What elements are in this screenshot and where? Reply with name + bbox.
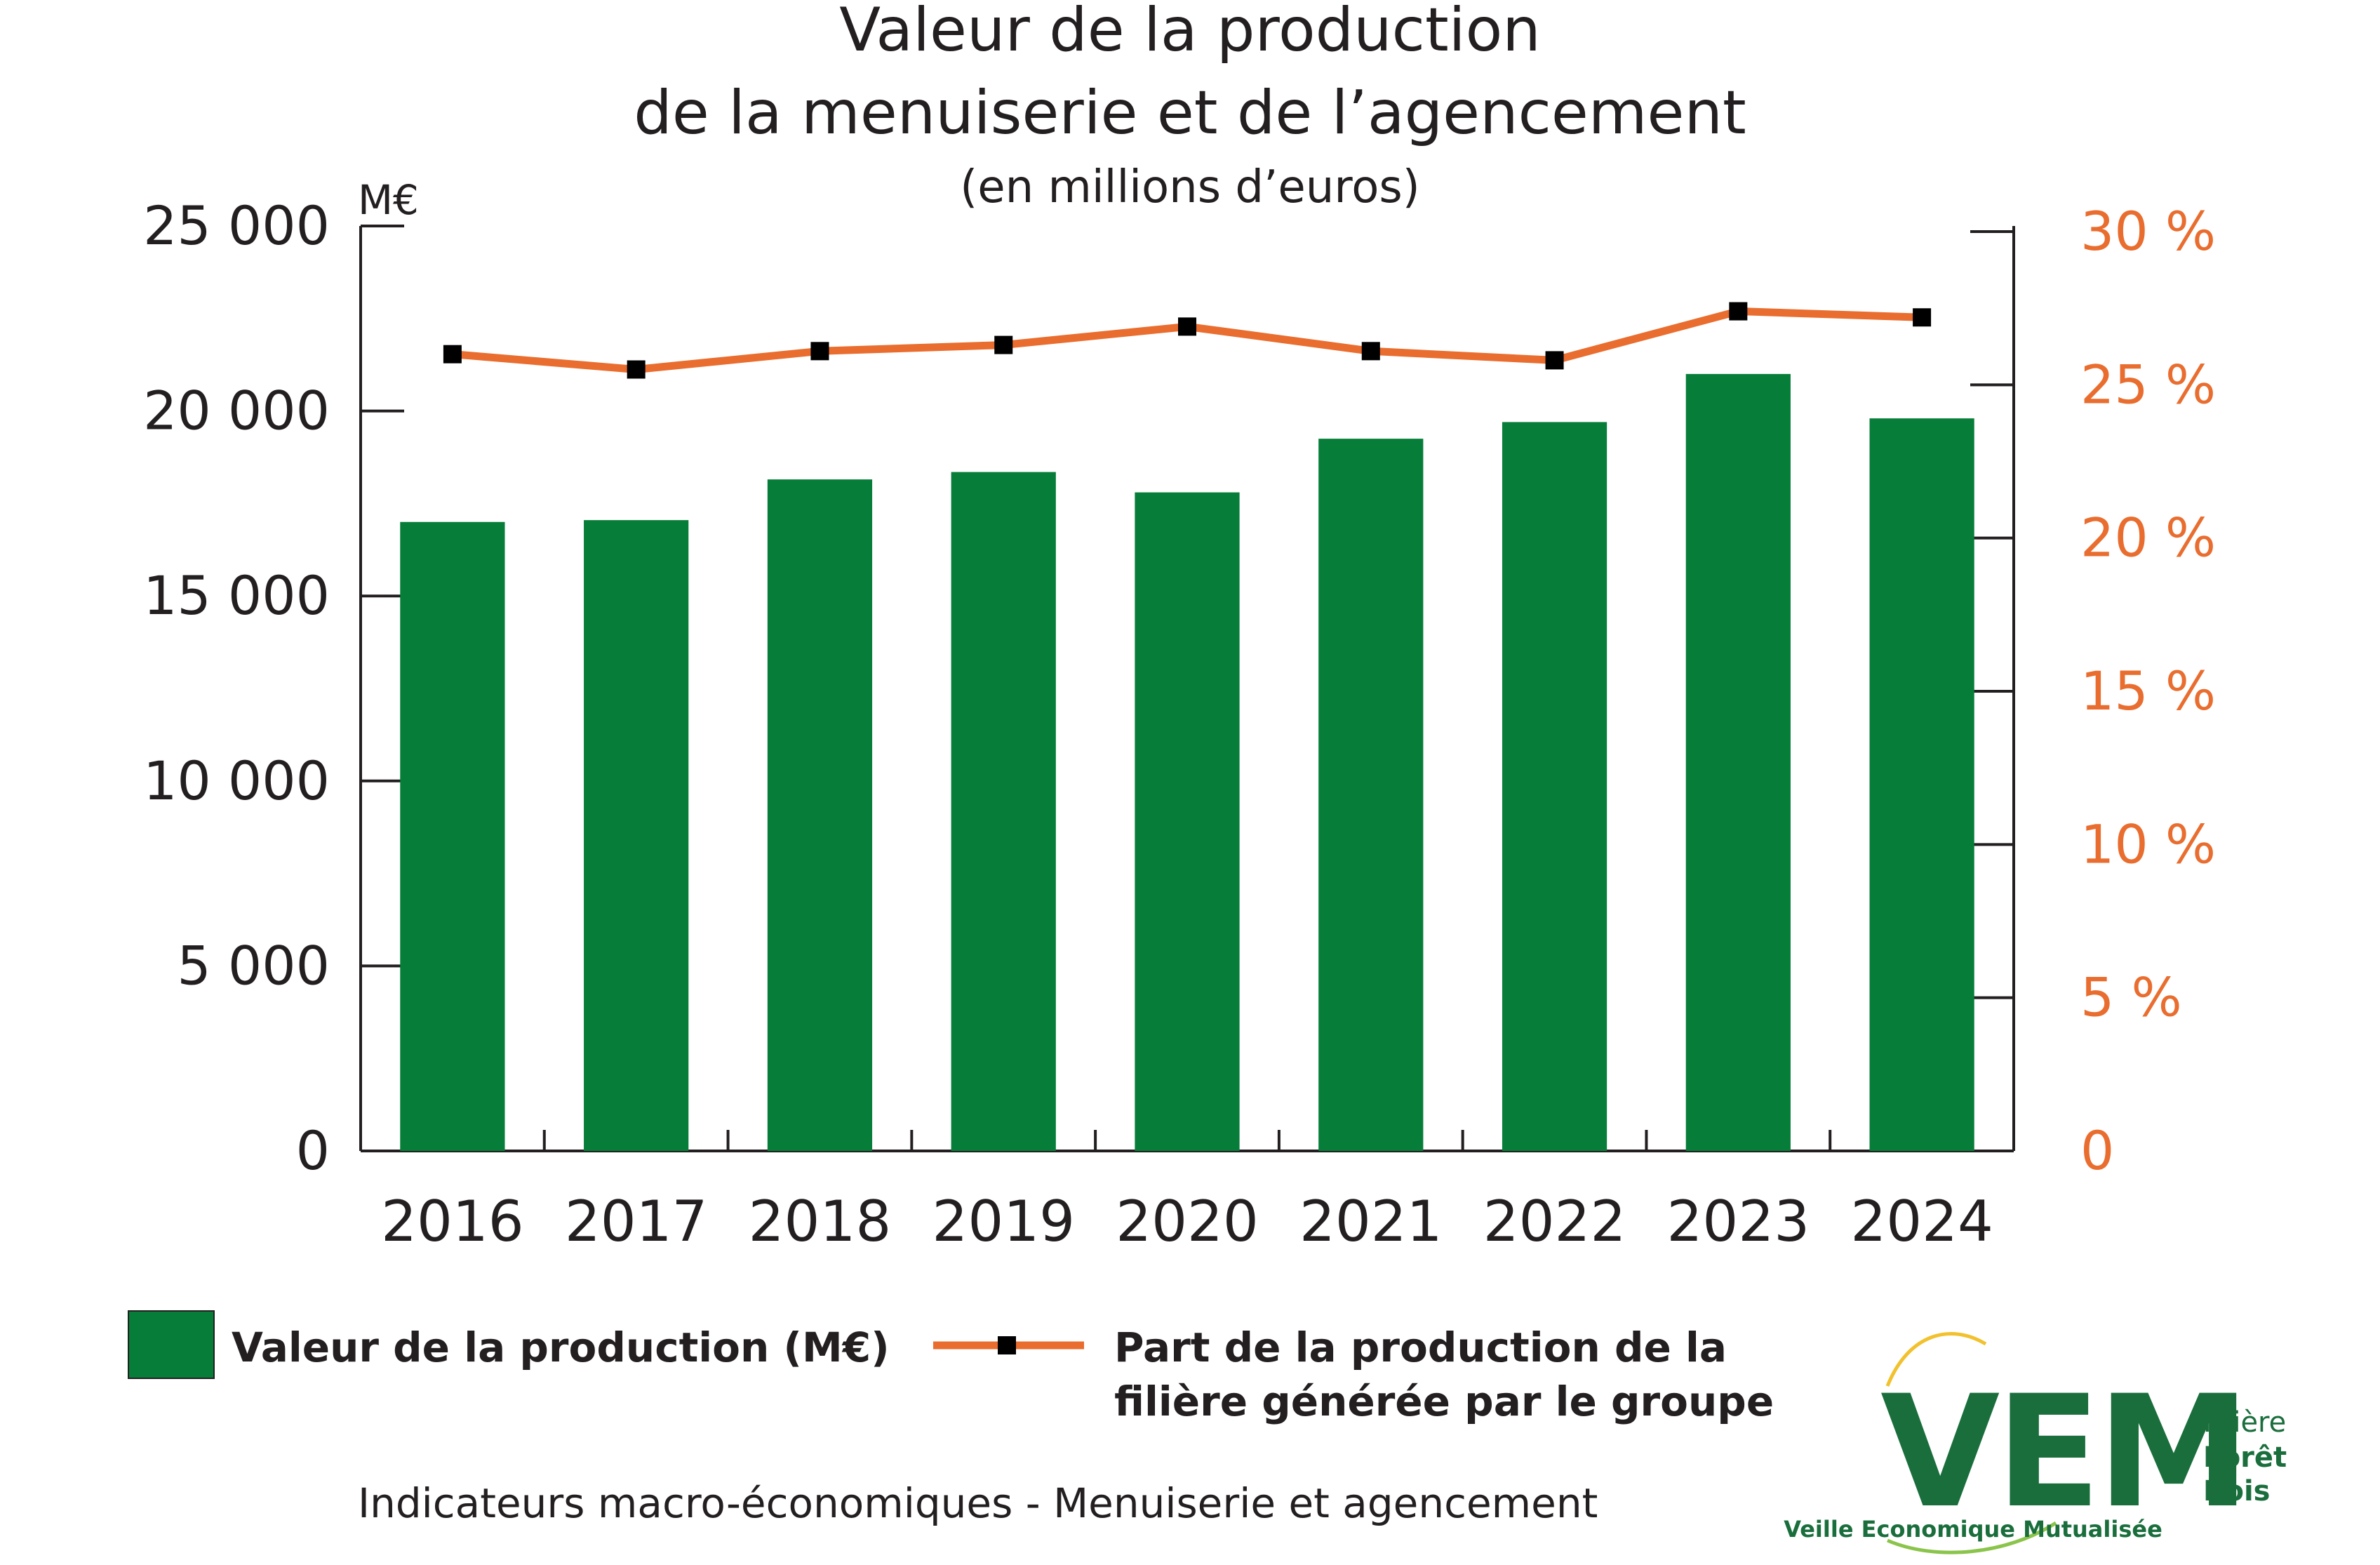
- x-tick-label-2017: 2017: [565, 1189, 708, 1254]
- legend-bar-label: Valeur de la production (M€): [232, 1324, 890, 1371]
- y-left-ticks: 0 5 000 10 000 15 000 20 000 25 000: [143, 194, 404, 1182]
- y-left-unit: M€: [358, 176, 419, 224]
- vem-logo: VEM Filière Forêt Bois Veille Economique…: [1784, 1332, 2287, 1554]
- logo-letters: VEM: [1880, 1362, 2246, 1542]
- x-tick-label-2020: 2020: [1116, 1189, 1259, 1254]
- line-point-2022: [1545, 351, 1564, 370]
- bar-2020: [1135, 492, 1240, 1151]
- legend-line-marker: [998, 1336, 1016, 1354]
- legend-line-label: Part de la production de la filière génér…: [1114, 1324, 1774, 1425]
- logo-arc-gold: [1885, 1332, 1987, 1387]
- legend: Valeur de la production (M€) Part de la …: [128, 1310, 1774, 1425]
- chart-title-line2: de la menuiserie et de l’agencement: [634, 78, 1746, 148]
- line-point-2019: [994, 335, 1013, 354]
- line-series: [443, 302, 1932, 379]
- y-left-tick-label: 0: [296, 1119, 330, 1182]
- x-tick-label-2023: 2023: [1667, 1189, 1810, 1254]
- bar-2018: [767, 479, 873, 1151]
- line-point-2021: [1361, 342, 1380, 361]
- y-right-ticks: 0 5 % 10 % 15 % 20 % 25 % 30 %: [1970, 200, 2216, 1182]
- bar-2019: [951, 472, 1056, 1151]
- logo-tagline: Veille Economique Mutualisée: [1784, 1516, 2162, 1543]
- line-point-2016: [443, 345, 462, 364]
- y-right-tick-label: 10 %: [2080, 813, 2216, 875]
- line-point-2020: [1178, 317, 1196, 336]
- y-left-tick-label: 15 000: [143, 564, 330, 627]
- x-tick-label-2022: 2022: [1483, 1189, 1626, 1254]
- chart-title-line1: Valeur de la production: [839, 0, 1540, 65]
- bar-2022: [1502, 422, 1607, 1151]
- y-left-tick-label: 10 000: [143, 750, 330, 812]
- bar-2024: [1869, 418, 1974, 1151]
- logo-line1: Filière: [2203, 1406, 2286, 1439]
- y-left-tick-label: 25 000: [143, 194, 330, 257]
- legend-bar-swatch: [128, 1310, 215, 1379]
- y-right-tick-label: 30 %: [2080, 200, 2216, 262]
- y-right-tick-label: 25 %: [2080, 353, 2216, 415]
- y-right-tick-label: 15 %: [2080, 660, 2216, 722]
- bar-2023: [1685, 373, 1791, 1151]
- x-tick-label-2016: 2016: [381, 1189, 524, 1254]
- line-point-2018: [810, 342, 829, 361]
- y-left-tick-label: 5 000: [177, 934, 330, 997]
- y-right-tick-label: 5 %: [2080, 966, 2182, 1029]
- line-point-2024: [1913, 308, 1932, 327]
- bar-2021: [1318, 439, 1424, 1151]
- logo-arc-green: [1887, 1521, 2057, 1554]
- line-point-2023: [1729, 302, 1748, 321]
- x-ticks: [542, 1130, 1832, 1151]
- chart-subtitle: (en millions d’euros): [960, 161, 1419, 213]
- y-right-tick-label: 20 %: [2080, 507, 2216, 569]
- logo-line3: Bois: [2203, 1475, 2271, 1507]
- bar-2016: [400, 521, 505, 1151]
- bar-2017: [584, 520, 689, 1151]
- line-point-2017: [627, 360, 646, 379]
- x-tick-label-2018: 2018: [749, 1189, 892, 1254]
- legend-line-label-line2: filière générée par le groupe: [1114, 1378, 1774, 1425]
- x-tick-label-2019: 2019: [932, 1189, 1075, 1254]
- x-tick-label-2021: 2021: [1299, 1189, 1443, 1254]
- bar-series: [400, 373, 1974, 1151]
- legend-line-label-line1: Part de la production de la: [1114, 1324, 1727, 1371]
- y-left-tick-label: 20 000: [143, 380, 330, 442]
- x-tick-labels: 2016 2017 2018 2019 2020 2021 2022 2023 2024: [381, 1189, 1993, 1254]
- logo-line2: Forêt: [2203, 1441, 2287, 1474]
- y-right-tick-label: 0: [2080, 1119, 2114, 1182]
- x-tick-label-2024: 2024: [1850, 1189, 1993, 1254]
- footer-text: Indicateurs macro-économiques - Menuiser…: [358, 1479, 1598, 1527]
